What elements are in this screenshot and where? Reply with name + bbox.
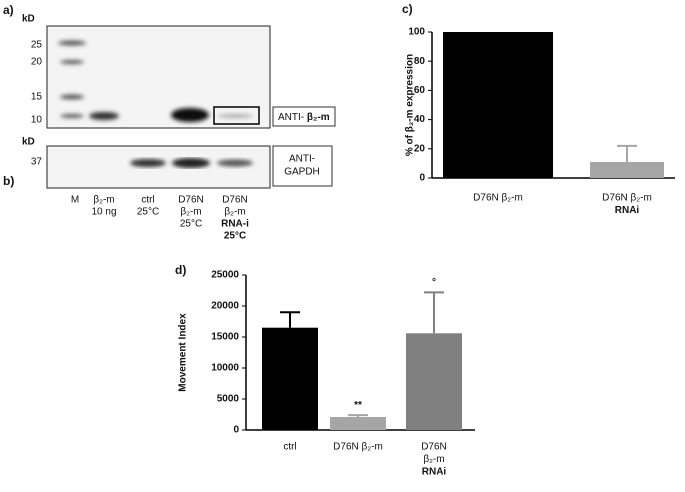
y-tick-label: 20 <box>414 143 426 154</box>
bands <box>130 158 253 168</box>
marker-label: 37 <box>31 157 43 168</box>
y-tick-label: 60 <box>414 85 426 96</box>
y-tick-label: 0 <box>419 173 425 184</box>
bar <box>443 32 553 178</box>
panel-label: d) <box>175 263 186 277</box>
lane-label: M <box>71 195 79 206</box>
marker-label: 20 <box>31 57 43 68</box>
annotation: ** <box>354 400 362 411</box>
y-tick-label: 15000 <box>211 332 239 343</box>
y-tick-label: 40 <box>414 114 426 125</box>
y-tick-label: 25000 <box>211 270 239 281</box>
lane-label: 25°C <box>137 207 159 218</box>
marker-label: 10 <box>31 115 43 126</box>
antibody-label: GAPDH <box>284 167 320 178</box>
y-axis-label: Movement Index <box>178 313 189 392</box>
lane-label: 25°C <box>224 231 246 242</box>
x-tick-label: ctrl <box>283 442 296 453</box>
unit-label: kD <box>22 137 35 148</box>
bar <box>262 327 318 430</box>
lane-label: β₂-m <box>93 195 114 206</box>
lane-label: β₂-m <box>224 207 245 218</box>
y-tick-label: 100 <box>408 27 425 38</box>
y-tick-label: 80 <box>414 56 426 67</box>
annotation: ° <box>432 277 436 288</box>
x-tick-label: D76N <box>421 442 447 453</box>
panel-label: b) <box>3 174 14 188</box>
bar <box>406 333 462 430</box>
y-tick-label: 10000 <box>211 363 239 374</box>
lane-label: RNA-i <box>221 219 249 230</box>
y-tick-label: 5000 <box>217 394 240 405</box>
y-tick-label: 20000 <box>211 301 239 312</box>
bar <box>590 161 664 178</box>
blot-membrane <box>46 145 271 189</box>
x-tick-label: β₂-m <box>423 454 444 465</box>
marker-label: 25 <box>31 40 43 51</box>
antibody-label: ANTI- β₂-m <box>278 112 330 123</box>
bar <box>330 416 386 430</box>
marker-label: 15 <box>31 92 43 103</box>
x-tick-label: D76N β₂-m <box>602 193 652 204</box>
antibody-label: ANTI- <box>289 154 315 165</box>
unit-label: kD <box>22 14 35 25</box>
bands <box>58 40 253 122</box>
antibody-box <box>272 106 336 127</box>
x-tick-label: RNAi <box>615 205 640 216</box>
lane-label: ctrl <box>141 195 154 206</box>
panel-label: a) <box>3 3 14 17</box>
lane-label: 25°C <box>180 219 202 230</box>
y-tick-label: 0 <box>233 425 239 436</box>
antibody-box <box>272 145 333 187</box>
lane-label: 10 ng <box>91 207 116 218</box>
lane-label: β₂-m <box>180 207 201 218</box>
x-tick-label: RNAi <box>422 467 447 478</box>
lane-label: D76N <box>222 195 248 206</box>
lane-label: D76N <box>178 195 204 206</box>
x-tick-label: D76N β₂-m <box>333 442 383 453</box>
panel-label: c) <box>402 2 413 16</box>
x-tick-label: D76N β₂-m <box>473 193 523 204</box>
y-axis-label: % of β₂-m expression <box>405 54 416 156</box>
highlight-box <box>213 106 260 125</box>
